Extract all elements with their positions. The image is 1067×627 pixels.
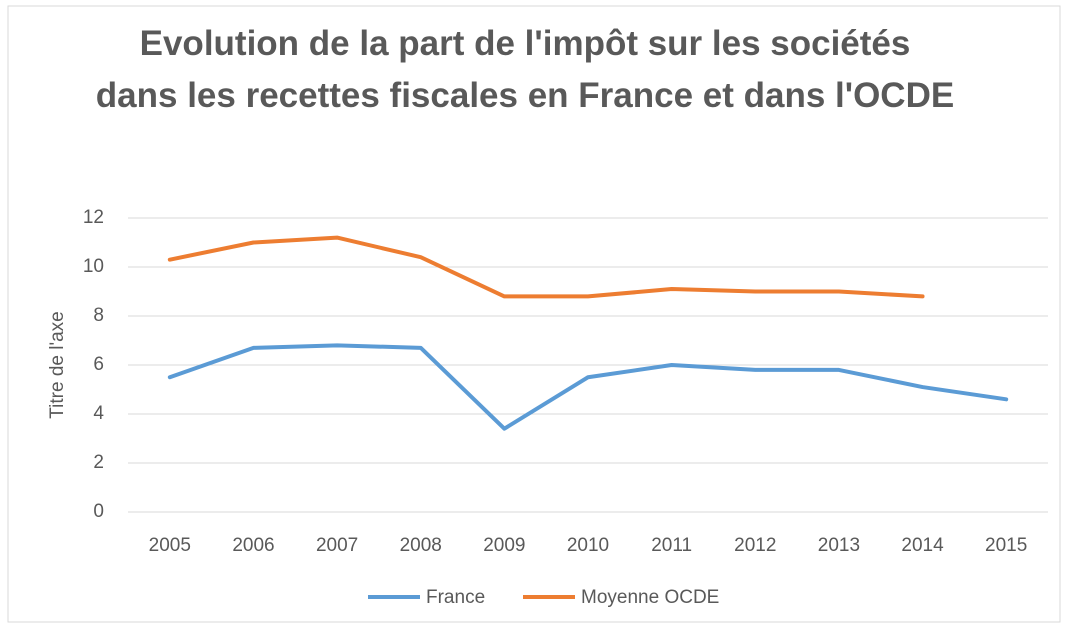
y-tick-label: 0 [93,501,104,522]
x-tick-label: 2006 [232,535,274,556]
legend-label: France [426,587,485,608]
y-tick-label: 8 [93,305,104,326]
y-tick-label: 6 [93,354,104,375]
chart-border [7,5,1061,623]
x-tick-label: 2007 [316,535,358,556]
x-tick-label: 2013 [818,535,860,556]
series-line [167,235,925,299]
y-tick-label: 10 [83,256,104,277]
y-axis-title: Titre de l'axe [47,311,68,418]
y-tick-label: 2 [93,452,104,473]
x-tick-label: 2015 [985,535,1027,556]
x-tick-label: 2014 [901,535,944,556]
x-tick-label: 2010 [567,535,609,556]
y-tick-label: 12 [83,207,104,228]
series-line [167,343,1009,431]
x-tick-label: 2011 [651,535,692,556]
x-tick-label: 2012 [734,535,776,556]
y-tick-label: 4 [93,403,104,424]
x-tick-label: 2008 [400,535,442,556]
x-tick-label: 2005 [149,535,191,556]
x-tick-label: 2009 [483,535,525,556]
legend-label: Moyenne OCDE [581,587,719,608]
chart-title: Evolution de la part de l'impôt sur les … [95,24,955,115]
